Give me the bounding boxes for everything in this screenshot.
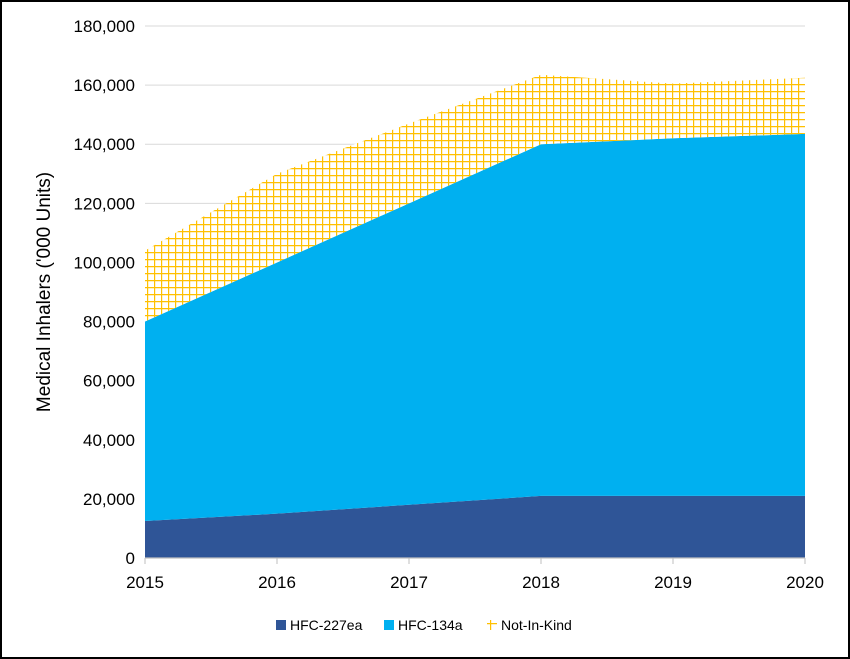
y-tick-label: 80,000 [83, 313, 135, 332]
y-tick-label: 100,000 [74, 253, 135, 272]
plot-areas [145, 74, 805, 558]
x-tick-labels: 2015 2016 2017 2018 2019 2020 [126, 573, 824, 592]
area-not-in-kind [145, 74, 805, 322]
y-tick-label: 140,000 [74, 135, 135, 154]
x-tick-label: 2015 [126, 573, 164, 592]
x-tick-label: 2020 [786, 573, 824, 592]
y-tick-label: 60,000 [83, 372, 135, 391]
y-tick-labels: 0 20,000 40,000 60,000 80,000 100,000 120,000 1… [74, 17, 135, 568]
y-tick-label: 0 [126, 549, 135, 568]
y-tick-label: 20,000 [83, 490, 135, 509]
legend-swatch-not-in-kind [487, 620, 497, 630]
x-tick-label: 2019 [654, 573, 692, 592]
y-tick-label: 180,000 [74, 17, 135, 36]
legend-label-hfc-227ea: HFC-227ea [290, 617, 363, 633]
legend: HFC-227ea HFC-134a Not-In-Kind [276, 617, 572, 633]
y-tick-label: 160,000 [74, 76, 135, 95]
y-tick-label: 40,000 [83, 431, 135, 450]
y-axis-label: Medical Inhalers ('000 Units) [34, 172, 55, 412]
x-tick-label: 2016 [258, 573, 296, 592]
y-tick-label: 120,000 [74, 194, 135, 213]
legend-swatch-hfc-134a [384, 620, 394, 630]
legend-label-hfc-134a: HFC-134a [398, 617, 463, 633]
area-hfc-227ea [145, 495, 805, 558]
legend-swatch-hfc-227ea [276, 620, 286, 630]
axes [144, 557, 806, 564]
area-hfc-134a [145, 133, 805, 522]
legend-label-not-in-kind: Not-In-Kind [501, 617, 572, 633]
x-tick-label: 2018 [522, 573, 560, 592]
x-tick-label: 2017 [390, 573, 428, 592]
